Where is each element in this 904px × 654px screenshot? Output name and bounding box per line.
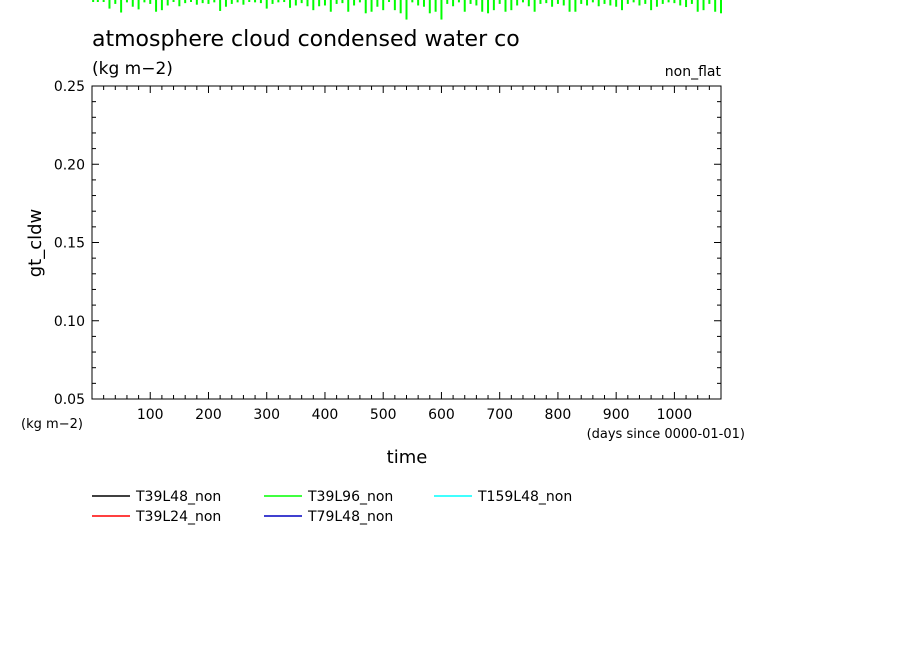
y-tick-label: 0.10 — [54, 314, 85, 330]
x-tick-label: 300 — [253, 407, 280, 423]
legend-label: T39L48_non — [135, 489, 221, 505]
legend-item: T39L96_non — [264, 489, 393, 505]
x-axis-label: time — [387, 447, 428, 468]
x-tick-label: 800 — [545, 407, 572, 423]
x-tick-label: 400 — [312, 407, 339, 423]
x-tick-label: 600 — [428, 407, 455, 423]
legend: T39L48_non T39L24_non T39L96_non T79L48_non… — [92, 489, 572, 525]
legend-item: T39L48_non — [92, 489, 221, 505]
x-tick-label: 100 — [137, 407, 164, 423]
x-tick-label: 200 — [195, 407, 222, 423]
legend-item: T39L24_non — [92, 509, 221, 525]
y-tick-label: 0.20 — [54, 157, 85, 173]
y-axis: 0.05 0.10 0.15 0.20 0.25 — [54, 79, 721, 408]
x-tick-label: 500 — [370, 407, 397, 423]
legend-item: T159L48_non — [434, 489, 572, 505]
y-axis-unit: (kg m−2) — [21, 417, 83, 432]
y-tick-label: 0.05 — [54, 392, 85, 408]
y-tick-label: 0.25 — [54, 79, 85, 95]
chart-units: (kg m−2) — [92, 59, 173, 79]
legend-label: T39L96_non — [307, 489, 393, 505]
x-tick-label: 1000 — [657, 407, 693, 423]
y-axis-label: gt_cldw — [25, 209, 46, 278]
plot-frame — [91, 85, 722, 400]
y-tick-label: 0.15 — [54, 236, 85, 252]
x-axis-unit: (days since 0000-01-01) — [587, 427, 745, 442]
legend-label: T79L48_non — [307, 509, 393, 525]
legend-label: T159L48_non — [477, 489, 572, 505]
x-tick-label: 900 — [603, 407, 630, 423]
legend-item: T79L48_non — [264, 509, 393, 525]
overflow-series-region — [92, 0, 722, 20]
x-tick-label: 700 — [486, 407, 513, 423]
chart-title: atmosphere cloud condensed water co — [92, 27, 520, 52]
legend-label: T39L24_non — [135, 509, 221, 525]
x-axis: 100 200 300 400 500 600 700 800 900 1000 — [103, 86, 722, 423]
chart-tag: non_flat — [665, 64, 722, 80]
